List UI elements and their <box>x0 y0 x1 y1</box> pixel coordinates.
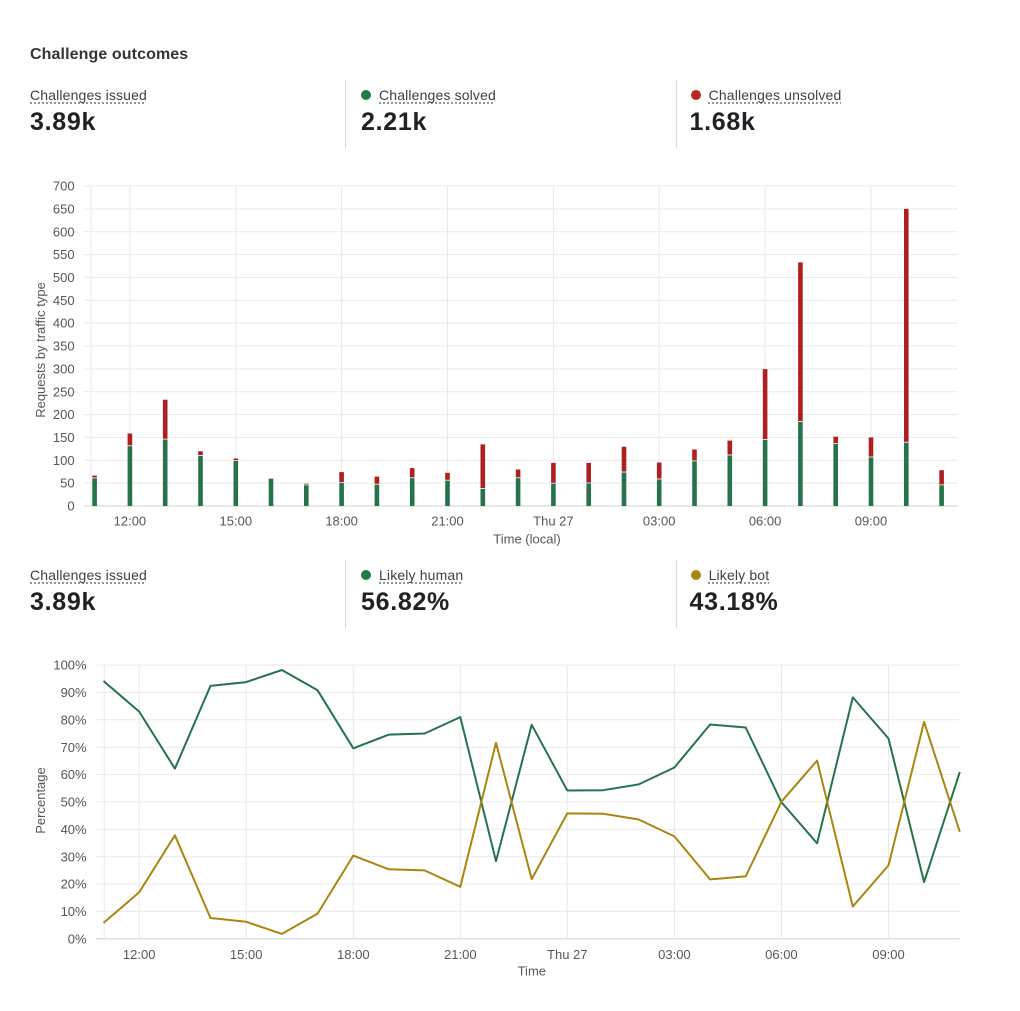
svg-text:30%: 30% <box>61 849 87 864</box>
svg-text:03:00: 03:00 <box>658 947 691 962</box>
svg-text:21:00: 21:00 <box>444 947 477 962</box>
svg-text:18:00: 18:00 <box>325 514 358 529</box>
svg-text:150: 150 <box>53 430 75 445</box>
svg-text:Percentage: Percentage <box>33 767 48 834</box>
svg-text:500: 500 <box>53 270 75 285</box>
svg-text:80%: 80% <box>61 712 87 727</box>
svg-text:0: 0 <box>67 499 74 514</box>
svg-text:200: 200 <box>53 407 75 422</box>
svg-text:60%: 60% <box>61 767 87 782</box>
svg-text:06:00: 06:00 <box>765 947 798 962</box>
svg-text:09:00: 09:00 <box>872 947 905 962</box>
svg-text:Time (local): Time (local) <box>493 532 560 547</box>
svg-text:90%: 90% <box>61 685 87 700</box>
svg-text:650: 650 <box>53 202 75 217</box>
svg-text:700: 700 <box>53 179 75 194</box>
svg-text:Thu 27: Thu 27 <box>533 514 573 529</box>
svg-text:10%: 10% <box>61 904 87 919</box>
svg-text:Thu 27: Thu 27 <box>547 947 587 962</box>
svg-text:400: 400 <box>53 316 75 331</box>
svg-text:250: 250 <box>53 384 75 399</box>
svg-text:100: 100 <box>53 453 75 468</box>
svg-text:18:00: 18:00 <box>337 947 370 962</box>
svg-text:15:00: 15:00 <box>230 947 263 962</box>
svg-text:70%: 70% <box>61 740 87 755</box>
svg-text:12:00: 12:00 <box>114 514 147 529</box>
svg-text:09:00: 09:00 <box>855 514 888 529</box>
svg-text:40%: 40% <box>61 822 87 837</box>
svg-text:12:00: 12:00 <box>123 947 156 962</box>
svg-text:06:00: 06:00 <box>749 514 782 529</box>
svg-text:0%: 0% <box>68 931 87 946</box>
svg-text:Requests by traffic type: Requests by traffic type <box>33 282 48 418</box>
svg-text:Time: Time <box>518 963 546 978</box>
svg-text:450: 450 <box>53 293 75 308</box>
svg-text:300: 300 <box>53 362 75 377</box>
svg-text:100%: 100% <box>53 658 87 673</box>
svg-text:03:00: 03:00 <box>643 514 676 529</box>
svg-text:600: 600 <box>53 224 75 239</box>
svg-text:50%: 50% <box>61 795 87 810</box>
svg-text:20%: 20% <box>61 877 87 892</box>
svg-text:50: 50 <box>60 476 74 491</box>
svg-text:21:00: 21:00 <box>431 514 464 529</box>
svg-text:15:00: 15:00 <box>220 514 253 529</box>
svg-text:350: 350 <box>53 339 75 354</box>
svg-text:550: 550 <box>53 247 75 262</box>
